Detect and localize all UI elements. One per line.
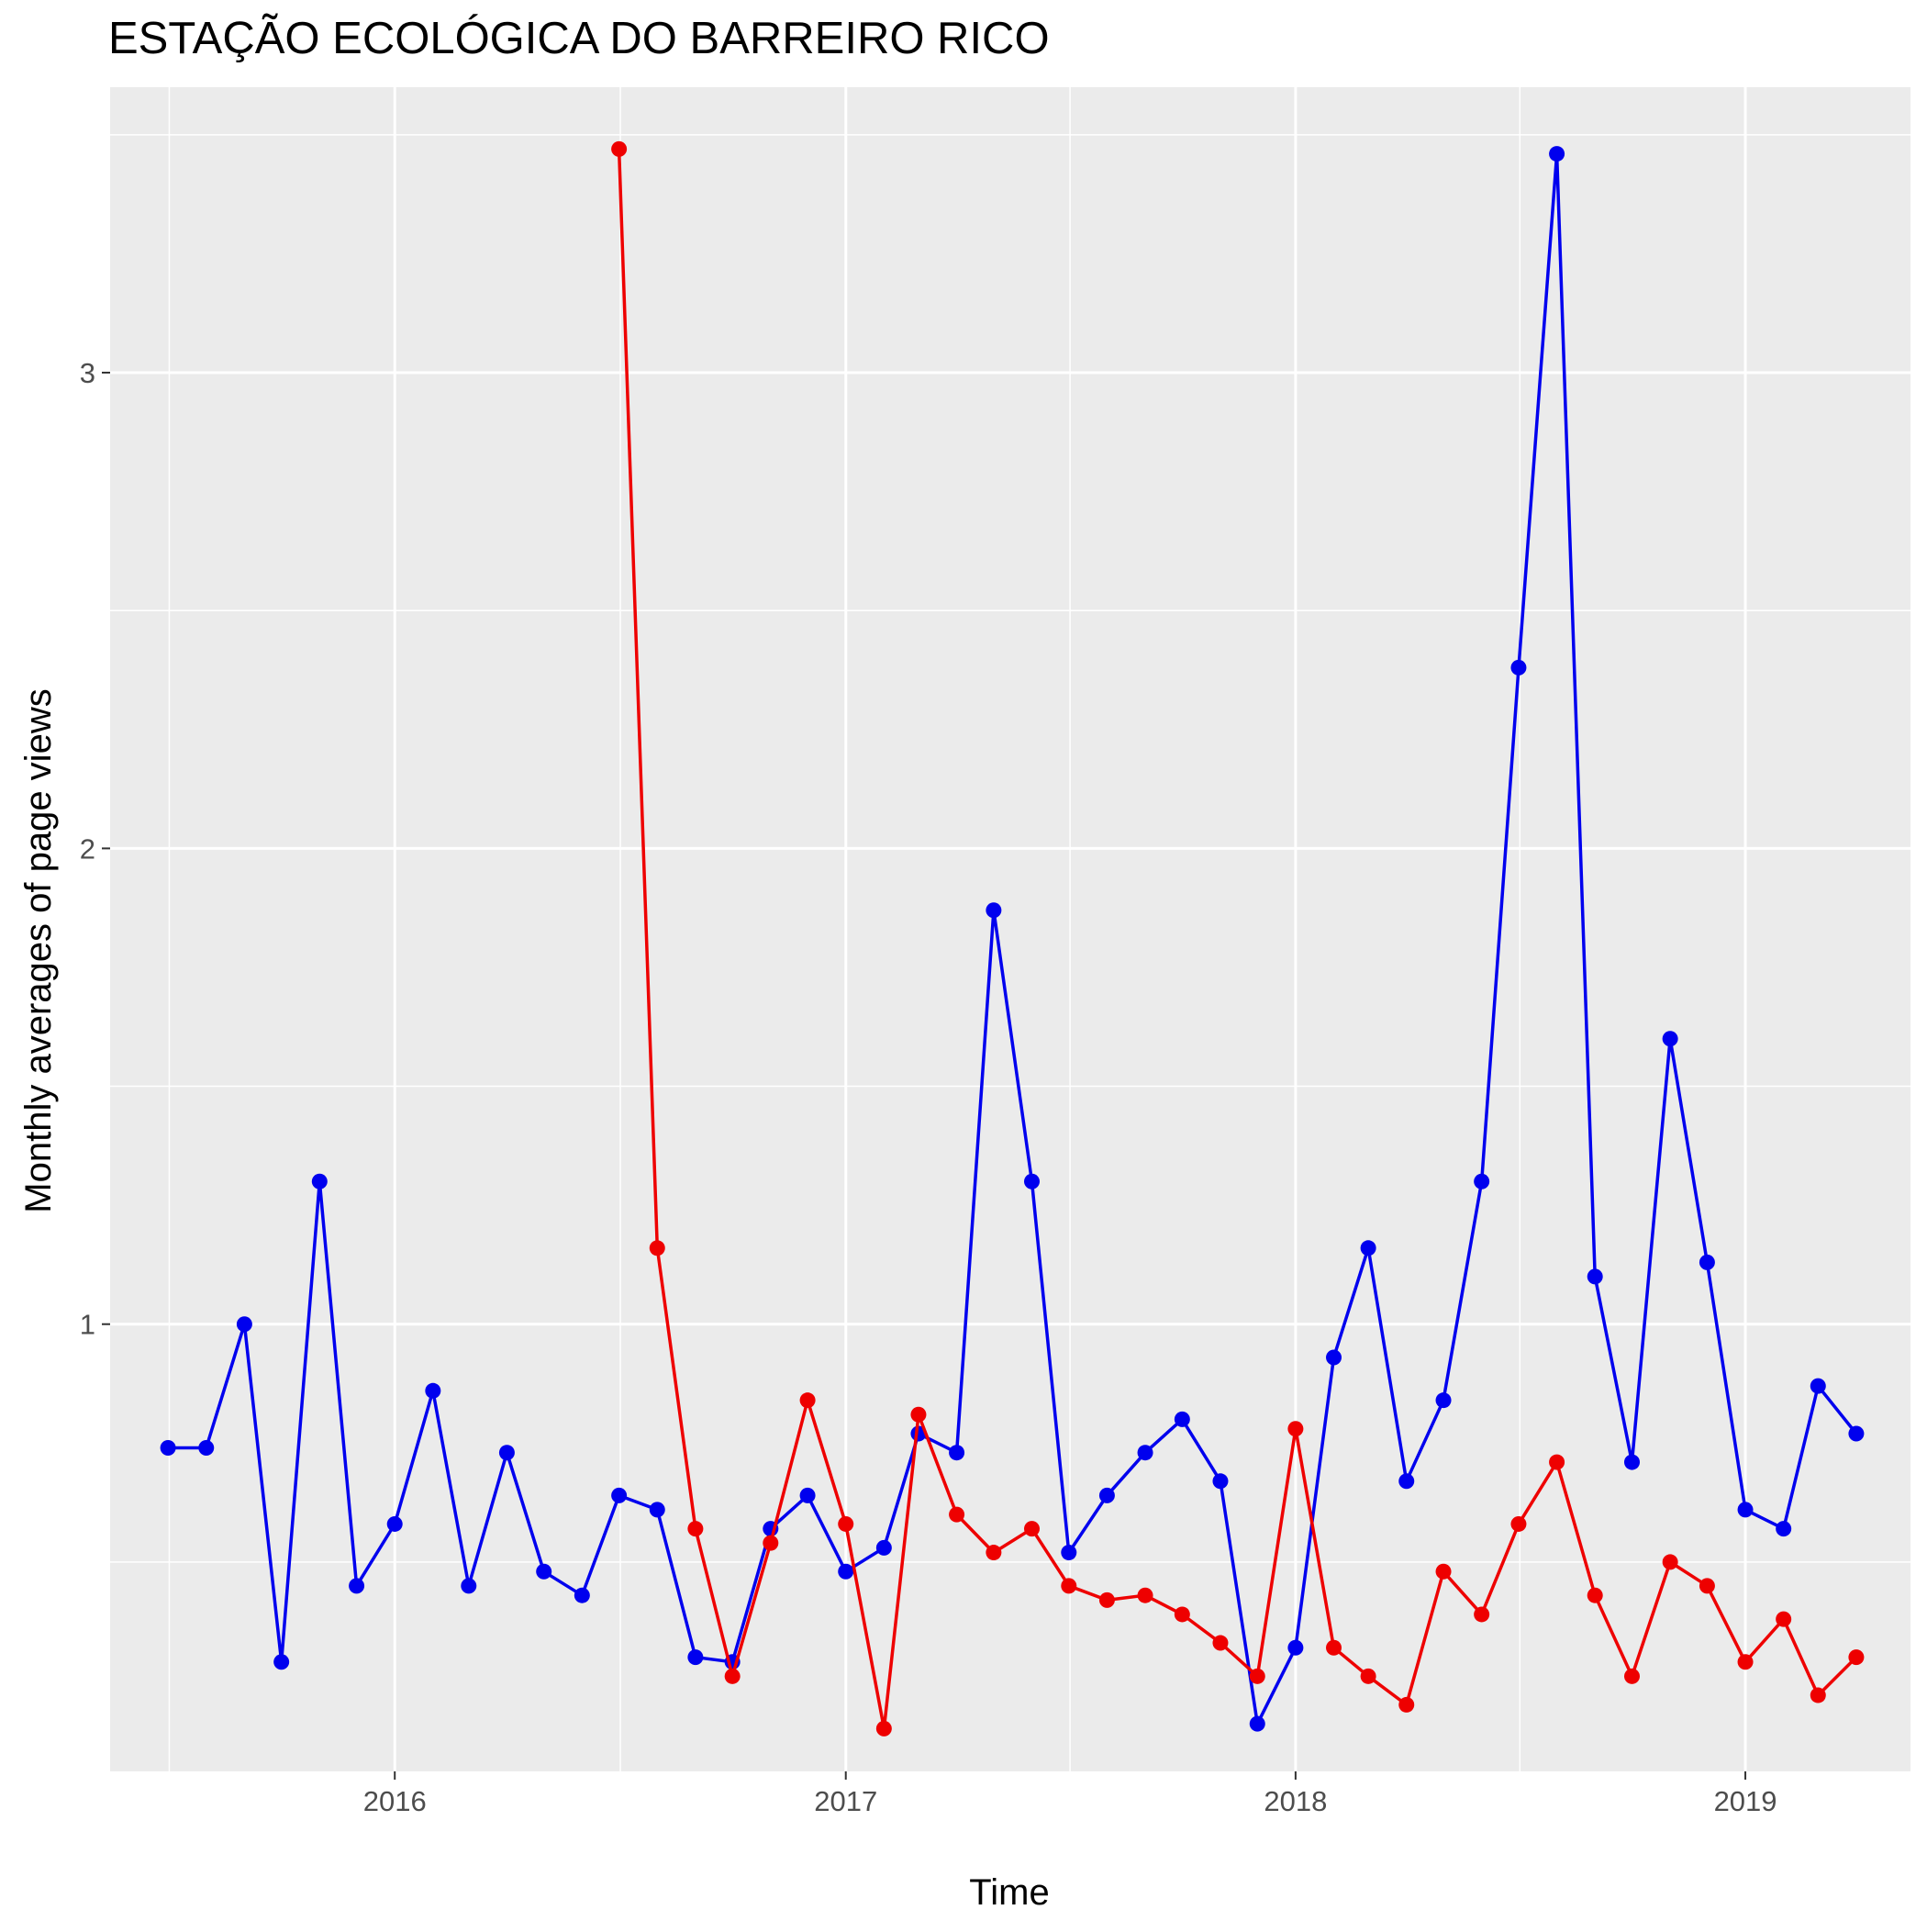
data-point	[160, 1440, 176, 1457]
data-point	[687, 1521, 704, 1537]
series-line	[617, 149, 1858, 1731]
data-point	[425, 1382, 441, 1399]
data-point	[724, 1668, 741, 1684]
data-point	[498, 1445, 515, 1461]
data-point	[1587, 1268, 1603, 1285]
data-point	[1174, 1606, 1190, 1623]
y-axis-label: Monthly averages of page views	[18, 688, 59, 1212]
data-point	[1510, 659, 1527, 676]
data-point	[1510, 1515, 1527, 1532]
data-point	[1848, 1649, 1865, 1666]
data-point	[1326, 1639, 1342, 1656]
data-point	[910, 1406, 927, 1423]
data-point	[1435, 1392, 1452, 1409]
data-point	[1662, 1031, 1678, 1047]
data-point	[649, 1240, 665, 1256]
data-point	[1624, 1668, 1641, 1684]
data-point	[1249, 1715, 1265, 1732]
y-tick-label: 1	[80, 1309, 95, 1341]
series-2	[611, 140, 1865, 1737]
data-point	[1287, 1639, 1304, 1656]
x-tick-label: 2017	[814, 1785, 877, 1817]
data-point	[1360, 1240, 1376, 1256]
plot-panel	[110, 87, 1910, 1771]
data-point	[1398, 1696, 1415, 1713]
data-point	[1848, 1425, 1865, 1442]
data-point	[1212, 1635, 1229, 1651]
data-point	[1024, 1173, 1041, 1189]
data-point	[949, 1445, 965, 1461]
x-axis-label: Time	[969, 1872, 1049, 1913]
data-point	[1174, 1411, 1190, 1427]
x-tick-label: 2019	[1714, 1785, 1777, 1817]
data-point	[611, 1487, 628, 1503]
data-point	[461, 1578, 477, 1594]
data-point	[799, 1487, 816, 1503]
series-line	[168, 151, 1858, 1725]
data-point	[349, 1578, 365, 1594]
series-group	[160, 140, 1865, 1737]
data-point	[1699, 1578, 1715, 1594]
data-point	[986, 902, 1002, 919]
data-point	[1137, 1587, 1153, 1603]
data-point	[1624, 1454, 1641, 1470]
data-point	[386, 1515, 403, 1532]
data-point	[875, 1720, 892, 1737]
data-point	[1212, 1473, 1229, 1490]
data-point	[838, 1563, 854, 1580]
data-point	[1776, 1521, 1792, 1537]
data-point	[763, 1535, 779, 1551]
data-point	[311, 1173, 328, 1189]
data-point	[1737, 1502, 1754, 1518]
data-point	[1474, 1606, 1490, 1623]
data-point	[1098, 1591, 1115, 1608]
data-point	[236, 1316, 252, 1333]
data-point	[1549, 146, 1565, 162]
data-point	[1776, 1611, 1792, 1627]
data-point	[1435, 1563, 1452, 1580]
data-point	[574, 1587, 590, 1603]
data-point	[875, 1539, 892, 1556]
data-point	[1287, 1421, 1304, 1437]
data-point	[1549, 1454, 1565, 1470]
data-point	[1137, 1445, 1153, 1461]
data-point	[1098, 1487, 1115, 1503]
data-point	[1061, 1545, 1077, 1561]
x-tick-label: 2016	[363, 1785, 427, 1817]
y-tick-label: 3	[80, 357, 95, 389]
data-point	[1737, 1654, 1754, 1670]
chart-title: ESTAÇÃO ECOLÓGICA DO BARREIRO RICO	[108, 14, 1050, 63]
data-point	[273, 1654, 290, 1670]
data-point	[1061, 1578, 1077, 1594]
data-point	[1587, 1587, 1603, 1603]
data-point	[1474, 1173, 1490, 1189]
data-point	[687, 1649, 704, 1666]
data-point	[1024, 1521, 1041, 1537]
data-point	[1662, 1554, 1678, 1570]
data-point	[1810, 1378, 1826, 1394]
x-tick-label: 2018	[1264, 1785, 1327, 1817]
data-point	[1699, 1254, 1715, 1270]
axes: 1 2 3 2016 2017 2018 2019	[80, 357, 1777, 1817]
y-tick-label: 2	[80, 832, 95, 865]
data-point	[799, 1392, 816, 1409]
data-point	[611, 140, 628, 157]
data-point	[198, 1440, 215, 1457]
data-point	[1810, 1687, 1826, 1703]
data-point	[838, 1515, 854, 1532]
data-point	[1360, 1668, 1376, 1684]
data-point	[1326, 1349, 1342, 1366]
data-point	[536, 1563, 552, 1580]
data-point	[649, 1502, 665, 1518]
data-point	[986, 1545, 1002, 1561]
data-point	[1249, 1668, 1265, 1684]
data-point	[1398, 1473, 1415, 1490]
data-point	[949, 1506, 965, 1523]
grid-lines	[110, 87, 1910, 1771]
